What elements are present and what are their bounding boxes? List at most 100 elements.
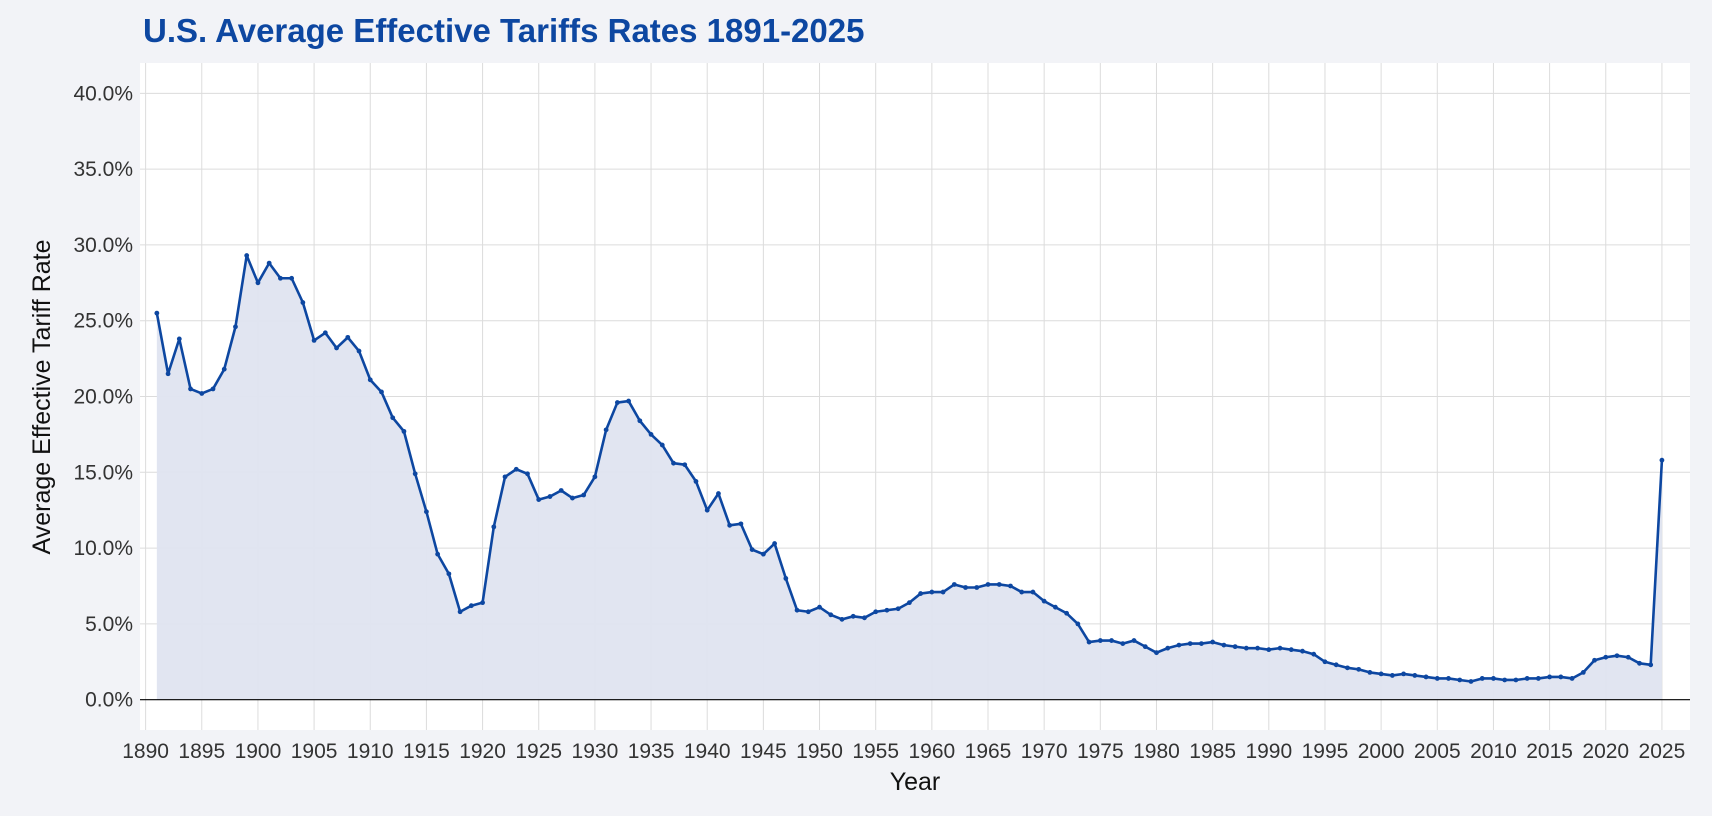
data-point: [682, 462, 688, 468]
data-point: [1131, 638, 1137, 643]
data-point: [1637, 660, 1642, 666]
data-point: [1345, 665, 1350, 671]
data-point: [435, 551, 441, 557]
x-tick-label: 1975: [1077, 740, 1124, 763]
data-point: [199, 391, 205, 396]
data-point: [839, 616, 845, 622]
x-tick-label: 1895: [178, 740, 225, 763]
x-tick-label: 2010: [1470, 740, 1517, 763]
data-point: [1446, 676, 1451, 681]
data-point: [367, 377, 373, 383]
data-point: [1176, 642, 1182, 648]
data-point: [749, 547, 755, 553]
data-point: [210, 386, 216, 392]
data-point: [906, 600, 912, 606]
x-tick-label: 2000: [1358, 740, 1405, 763]
x-tick-label: 1990: [1245, 740, 1292, 763]
y-tick-label: 40.0%: [73, 82, 133, 105]
data-point: [1288, 647, 1294, 653]
data-point: [266, 260, 272, 266]
data-point: [278, 275, 283, 281]
data-point: [592, 474, 598, 480]
data-point: [1468, 679, 1474, 684]
x-tick-label: 1900: [235, 740, 282, 763]
y-tick-label: 10.0%: [73, 537, 133, 560]
data-point: [446, 571, 452, 577]
data-point: [1165, 645, 1171, 651]
data-point: [1086, 639, 1092, 645]
data-point: [738, 521, 744, 527]
data-point: [1513, 677, 1519, 683]
data-point: [1569, 676, 1575, 681]
y-axis-title: Average Effective Tariff Rate: [28, 239, 56, 554]
data-point: [1333, 662, 1339, 668]
data-point: [1154, 650, 1159, 656]
x-tick-label: 2015: [1526, 740, 1573, 763]
y-tick-label: 0.0%: [85, 689, 133, 712]
data-point: [1603, 654, 1609, 660]
data-point: [918, 591, 924, 596]
data-point: [940, 589, 946, 595]
data-point: [233, 324, 238, 330]
data-point: [659, 442, 665, 448]
data-point: [1502, 677, 1508, 683]
data-point: [345, 334, 351, 340]
y-tick-label: 25.0%: [73, 310, 133, 333]
data-point: [805, 609, 811, 615]
data-point: [1535, 676, 1541, 681]
data-point: [1412, 673, 1418, 678]
x-tick-label: 1960: [908, 740, 955, 763]
x-tick-label: 1940: [684, 740, 731, 763]
x-tick-labels: 1890 1895 1900 1905 1910 1915 1920 1925 1930 1935…: [122, 740, 1685, 763]
data-point: [1120, 641, 1126, 646]
data-point: [704, 507, 710, 513]
x-tick-label: 1955: [852, 740, 899, 763]
data-point: [1401, 671, 1406, 677]
data-point: [951, 582, 957, 587]
data-points: [154, 253, 1665, 684]
y-tick-label: 35.0%: [73, 158, 133, 181]
data-point: [1008, 583, 1013, 589]
data-point: [1221, 642, 1227, 648]
data-point: [165, 371, 171, 377]
x-tick-label: 1965: [965, 740, 1012, 763]
data-point: [727, 522, 733, 528]
data-point: [760, 551, 766, 557]
data-point: [1109, 638, 1114, 643]
data-point: [244, 253, 250, 258]
data-point: [963, 585, 968, 590]
data-point: [850, 613, 856, 619]
data-point: [1041, 598, 1047, 604]
data-point: [356, 348, 362, 354]
data-point: [1659, 457, 1665, 463]
x-tick-label: 1905: [291, 740, 338, 763]
y-tick-label: 20.0%: [73, 386, 133, 409]
data-point: [502, 474, 508, 480]
data-point: [1558, 674, 1564, 680]
data-point: [468, 603, 474, 609]
data-point: [1356, 666, 1362, 672]
x-tick-label: 1950: [796, 740, 843, 763]
data-point: [884, 607, 890, 613]
y-tick-label: 15.0%: [73, 461, 133, 484]
data-point: [379, 389, 384, 395]
data-point: [1479, 676, 1485, 681]
area-fill-layer: [156, 255, 1662, 700]
data-point: [614, 400, 620, 405]
x-tick-label: 1970: [1021, 740, 1068, 763]
data-point: [525, 471, 530, 477]
data-point: [1322, 659, 1328, 665]
data-point: [783, 576, 789, 581]
x-tick-label: 1915: [403, 740, 450, 763]
data-point: [412, 471, 418, 477]
data-point: [221, 366, 227, 372]
x-tick-label: 1995: [1302, 740, 1349, 763]
x-tick-label: 2020: [1582, 740, 1629, 763]
data-point: [1053, 604, 1058, 610]
data-point: [1378, 671, 1384, 677]
x-tick-label: 1980: [1133, 740, 1180, 763]
data-point: [817, 604, 822, 610]
x-axis-title: Year: [890, 768, 941, 796]
